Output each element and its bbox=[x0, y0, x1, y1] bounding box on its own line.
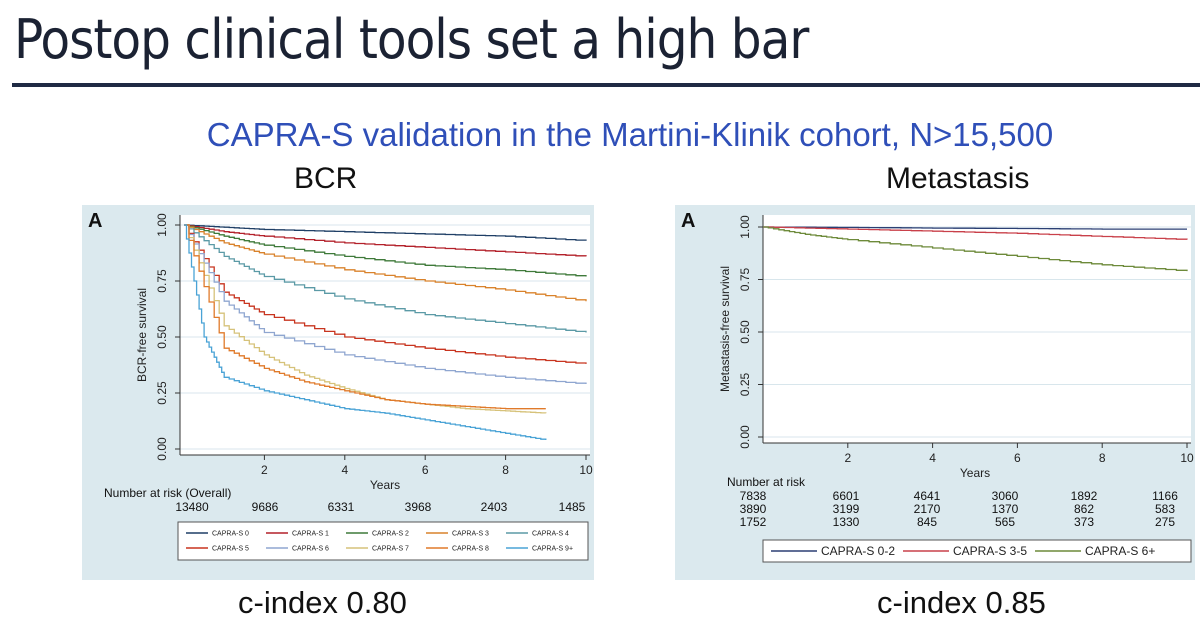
risk-table-cell: 373 bbox=[1074, 515, 1094, 529]
risk-table-cell: 275 bbox=[1155, 515, 1175, 529]
y-tick-label: 0.50 bbox=[155, 325, 169, 349]
panel-label: A bbox=[681, 210, 695, 232]
risk-table-cell: 1166 bbox=[1152, 489, 1178, 503]
series-line-capra-s-6 bbox=[184, 224, 587, 384]
x-tick-label: 6 bbox=[1014, 451, 1021, 465]
y-tick-label: 0.75 bbox=[738, 267, 752, 291]
risk-table-label: Number at risk (Overall) bbox=[104, 486, 231, 500]
y-axis-title: BCR-free survival bbox=[135, 288, 149, 382]
risk-table-cell: 6331 bbox=[328, 500, 355, 514]
x-tick-label: 8 bbox=[1099, 451, 1106, 465]
plot-area bbox=[763, 215, 1191, 443]
legend-label: CAPRA-S 0-2 bbox=[821, 544, 895, 558]
x-tick-label: 2 bbox=[844, 451, 851, 465]
series-line-capra-s-1 bbox=[184, 224, 587, 257]
series-line-capra-s-3-5 bbox=[763, 226, 1188, 240]
metastasis-cindex: c-index 0.85 bbox=[877, 585, 1046, 620]
risk-table-cell: 3060 bbox=[992, 489, 1019, 503]
x-axis-title: Years bbox=[960, 466, 990, 480]
legend-box bbox=[762, 539, 1192, 563]
risk-table-cell: 1892 bbox=[1071, 489, 1098, 503]
x-tick-label: 4 bbox=[341, 463, 348, 477]
legend-label: CAPRA-S 8 bbox=[452, 545, 489, 552]
risk-table-cell: 6601 bbox=[833, 489, 860, 503]
y-tick-label: 0.00 bbox=[738, 425, 752, 449]
legend-box bbox=[177, 521, 589, 561]
y-axis-title: Metastasis-free survival bbox=[718, 266, 732, 392]
y-tick-label: 0.75 bbox=[155, 269, 169, 293]
panel-label: A bbox=[88, 210, 102, 232]
slide-subtitle: CAPRA-S validation in the Martini-Klinik… bbox=[206, 116, 1054, 153]
bcr-cindex: c-index 0.80 bbox=[238, 585, 407, 620]
risk-table-cell: 583 bbox=[1155, 502, 1175, 516]
risk-table-cell: 4641 bbox=[914, 489, 941, 503]
title-rule bbox=[12, 83, 1200, 87]
risk-table-cell: 1370 bbox=[992, 502, 1019, 516]
legend-label: CAPRA-S 0 bbox=[212, 530, 249, 537]
risk-table-cell: 565 bbox=[995, 515, 1015, 529]
y-tick-label: 1.00 bbox=[738, 215, 752, 239]
series-line-capra-s-0-2 bbox=[763, 226, 1187, 230]
legend-label: CAPRA-S 9+ bbox=[532, 545, 573, 552]
x-tick-label: 10 bbox=[1180, 451, 1194, 465]
x-tick-label: 10 bbox=[579, 463, 593, 477]
risk-table-label: Number at risk bbox=[727, 475, 806, 489]
risk-table-cell: 2170 bbox=[914, 502, 941, 516]
risk-table-cell: 845 bbox=[917, 515, 937, 529]
legend-label: CAPRA-S 4 bbox=[532, 530, 569, 537]
legend-label: CAPRA-S 5 bbox=[212, 545, 249, 552]
x-tick-label: 2 bbox=[261, 463, 268, 477]
metastasis-heading: Metastasis bbox=[886, 162, 1030, 195]
y-tick-label: 0.00 bbox=[155, 437, 169, 461]
series-line-capra-s-3 bbox=[184, 224, 587, 302]
risk-table-cell: 1485 bbox=[559, 500, 586, 514]
x-tick-label: 6 bbox=[422, 463, 429, 477]
series-line-capra-s-9- bbox=[184, 224, 547, 440]
series-line-capra-s-6- bbox=[763, 226, 1188, 272]
legend-label: CAPRA-S 1 bbox=[292, 530, 329, 537]
risk-table-cell: 1752 bbox=[740, 515, 767, 529]
risk-table-cell: 7838 bbox=[740, 489, 767, 503]
series-line-capra-s-8 bbox=[184, 224, 546, 410]
bcr-heading: BCR bbox=[294, 162, 358, 195]
plot-area bbox=[180, 215, 590, 455]
risk-table-cell: 3199 bbox=[833, 502, 860, 516]
x-tick-label: 4 bbox=[929, 451, 936, 465]
bcr-survival-chart: A 0.00 0.25 0.50 0.75 1.00 2 4 6 8 10 BCR-free surv… bbox=[82, 205, 594, 580]
risk-table-cell: 3968 bbox=[405, 500, 432, 514]
legend-label: CAPRA-S 6+ bbox=[1085, 544, 1155, 558]
risk-table-cell: 13480 bbox=[175, 500, 209, 514]
legend-label: CAPRA-S 7 bbox=[372, 545, 409, 552]
x-axis-title: Years bbox=[370, 478, 400, 492]
metastasis-survival-chart: A 0.00 0.25 0.50 0.75 1.00 2 4 6 8 10 Metastasis-fr… bbox=[675, 205, 1195, 580]
x-tick-label: 8 bbox=[502, 463, 509, 477]
series-line-capra-s-0 bbox=[184, 224, 587, 241]
legend-label: CAPRA-S 2 bbox=[372, 530, 409, 537]
legend-label: CAPRA-S 3-5 bbox=[953, 544, 1027, 558]
risk-table-cell: 2403 bbox=[481, 500, 508, 514]
risk-table-cell: 862 bbox=[1074, 502, 1094, 516]
slide-title: Postop clinical tools set a high bar bbox=[14, 8, 809, 71]
y-tick-label: 0.25 bbox=[738, 372, 752, 396]
series-line-capra-s-2 bbox=[184, 224, 587, 277]
legend-label: CAPRA-S 3 bbox=[452, 530, 489, 537]
legend-label: CAPRA-S 6 bbox=[292, 545, 329, 552]
y-tick-label: 0.25 bbox=[155, 381, 169, 405]
risk-table-cell: 3890 bbox=[740, 502, 767, 516]
y-tick-label: 0.50 bbox=[738, 320, 752, 344]
series-line-capra-s-4 bbox=[184, 224, 587, 333]
risk-table-cell: 9686 bbox=[252, 500, 279, 514]
risk-table-cell: 1330 bbox=[833, 515, 860, 529]
y-tick-label: 1.00 bbox=[155, 213, 169, 237]
